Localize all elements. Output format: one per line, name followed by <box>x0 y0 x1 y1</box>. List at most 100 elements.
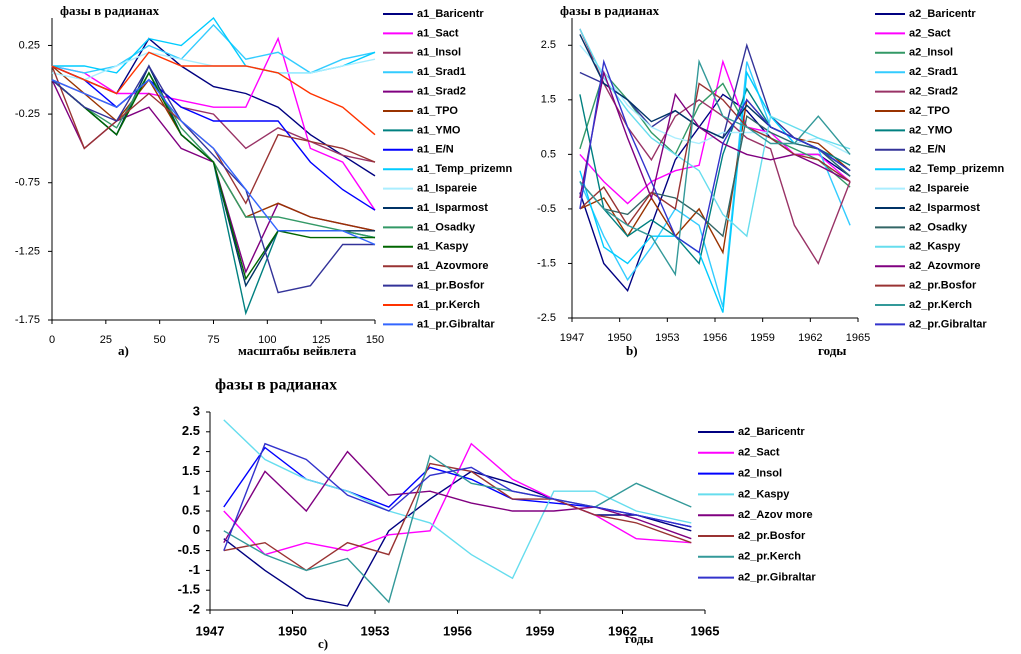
legend-label: a1_Osadky <box>417 221 476 233</box>
legend-label: a1_Isparmost <box>417 202 488 214</box>
x-axis-label: масштабы вейвлета <box>238 343 357 358</box>
legend-label: a1_Temp_prizemn <box>417 163 512 175</box>
y-tick-label: -0.75 <box>15 177 40 189</box>
x-tick-label: 1953 <box>655 332 679 344</box>
legend-label: a1_Baricentr <box>417 8 484 20</box>
series-line <box>223 470 692 607</box>
legend-label: a2_pr.Gibraltar <box>909 318 987 330</box>
x-axis-label: годы <box>818 343 846 358</box>
x-tick-label: 1965 <box>846 332 870 344</box>
legend-label: a1_Kaspy <box>417 241 469 253</box>
chart-title: фазы в радианах <box>560 3 660 18</box>
panel: фазы в радианах -2 -1.5 -1 -0.5 0 0.5 1 1.5 2 2.5 3… <box>178 377 817 651</box>
y-tick-label: 2.5 <box>182 423 200 438</box>
x-tick-label: 1956 <box>443 623 472 638</box>
legend-label: a1_E/N <box>417 144 454 156</box>
x-tick-label: 25 <box>100 334 112 346</box>
legend-label: a1_Srad2 <box>417 86 466 98</box>
legend-label: a2_pr.Kerch <box>909 299 972 311</box>
x-tick-label: 1947 <box>560 332 584 344</box>
x-tick-label: 150 <box>366 334 384 346</box>
legend-label: a2_pr.Gibraltar <box>738 572 816 584</box>
legend-label: a1_YMO <box>417 124 461 136</box>
legend-label: a2_Kaspy <box>909 241 961 253</box>
y-tick-label: 1 <box>193 483 200 498</box>
legend-label: a1_Ispareie <box>417 183 477 195</box>
series-line <box>579 28 851 238</box>
legend-label: a2_Sact <box>909 27 951 39</box>
legend-label: a2_Baricentr <box>909 8 976 20</box>
series-line <box>579 58 851 254</box>
series-line <box>51 51 376 136</box>
legend-label: a2_Sact <box>738 447 780 459</box>
x-tick-label: 1950 <box>607 332 631 344</box>
legend-label: a2_Baricentr <box>738 426 805 438</box>
series-line <box>223 442 692 556</box>
y-tick-label: -1.5 <box>537 257 556 269</box>
series-line <box>223 454 692 604</box>
series-line <box>579 71 851 188</box>
legend-label: a2_Temp_prizemn <box>909 163 1004 175</box>
y-tick-label: -0.5 <box>178 542 200 557</box>
series-line <box>579 34 851 172</box>
legend-label: a2_Isparmost <box>909 202 980 214</box>
x-tick-label: 1956 <box>703 332 727 344</box>
y-tick-label: -1.25 <box>15 245 40 257</box>
y-tick-label: -1.5 <box>178 582 200 597</box>
panel: фазы в радианах 2.5 1.5 0.5 -0.5 -1.5 -2.5 1947… <box>537 3 1004 358</box>
legend-label: a2_Ispareie <box>909 183 969 195</box>
y-tick-label: 0 <box>193 522 200 537</box>
series-line <box>223 450 692 544</box>
series-line <box>579 59 851 205</box>
panel: фазы в радианах 0.25 -0.25 -0.75 -1.25 -1.75 0… <box>15 3 513 358</box>
series-line <box>51 64 375 294</box>
series-line <box>51 71 375 281</box>
panel-label: a) <box>118 343 129 358</box>
legend-label: a2_TPO <box>909 105 950 117</box>
legend-label: a1_TPO <box>417 105 458 117</box>
y-tick-label: -2 <box>188 601 200 616</box>
y-tick-label: -1.75 <box>15 314 40 326</box>
series-line <box>52 16 376 74</box>
x-axis-label: годы <box>625 631 653 646</box>
y-tick-label: 1.5 <box>541 94 556 106</box>
chart-title: фазы в радианах <box>215 377 337 394</box>
legend-label: a1_Azovmore <box>417 260 489 272</box>
legend-label: a2_Azov more <box>738 509 813 521</box>
y-tick-label: 2.5 <box>541 39 556 51</box>
legend-label: a2_YMO <box>909 124 953 136</box>
legend-label: a2_Azovmore <box>909 260 981 272</box>
y-tick-label: 0.5 <box>541 148 556 160</box>
x-tick-label: 1959 <box>526 623 555 638</box>
x-tick-label: 1965 <box>691 623 720 638</box>
legend-label: a2_Osadky <box>909 221 968 233</box>
legend-label: a2_Srad2 <box>909 86 958 98</box>
series-line <box>223 419 692 580</box>
legend-label: a1_Srad1 <box>417 66 466 78</box>
y-tick-label: -1 <box>188 562 200 577</box>
y-tick-label: 0.5 <box>182 502 200 517</box>
legend-label: a1_Sact <box>417 27 459 39</box>
legend-label: a1_pr.Gibraltar <box>417 318 495 330</box>
x-tick-label: 1962 <box>798 332 822 344</box>
series-line <box>579 44 851 156</box>
y-tick-label: 0.25 <box>19 39 40 51</box>
x-tick-label: 0 <box>49 334 55 346</box>
series-line <box>51 78 376 246</box>
legend-label: a2_Insol <box>909 47 953 59</box>
series-line <box>223 462 692 572</box>
series-line <box>51 36 376 211</box>
y-tick-label: -2.5 <box>537 312 556 324</box>
x-tick-label: 1953 <box>361 623 390 638</box>
series-line <box>51 23 376 74</box>
legend-label: a2_Kaspy <box>738 488 790 500</box>
x-tick-label: 1959 <box>750 332 774 344</box>
y-tick-label: 1.5 <box>182 463 200 478</box>
series-line <box>51 65 376 211</box>
y-tick-label: 2 <box>193 443 200 458</box>
legend-label: a2_Srad1 <box>909 66 958 78</box>
chart-title: фазы в радианах <box>60 3 160 18</box>
series-line <box>579 115 851 238</box>
x-tick-label: 1947 <box>196 623 225 638</box>
